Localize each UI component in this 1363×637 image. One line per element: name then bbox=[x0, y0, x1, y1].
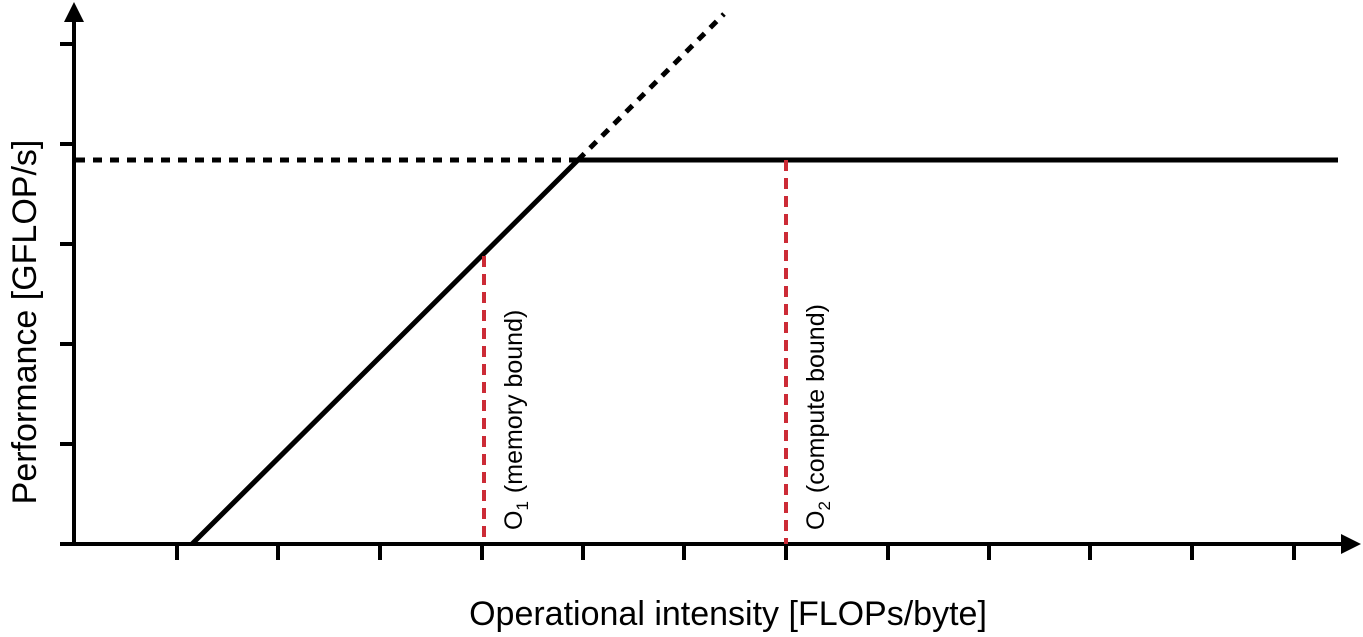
marker-letter: O bbox=[802, 511, 830, 530]
y-axis bbox=[60, 2, 84, 545]
x-axis-arrow-icon bbox=[1341, 534, 1361, 554]
marker-label-o2: O2 (compute bound) bbox=[802, 304, 834, 530]
x-axis bbox=[60, 534, 1361, 560]
marker-note: (compute bound) bbox=[802, 304, 830, 493]
marker-label-o1: O1 (memory bound) bbox=[500, 310, 532, 530]
x-axis-title: Operational intensity [FLOPs/byte] bbox=[469, 595, 987, 633]
roofline bbox=[190, 157, 1338, 546]
marker-letter: O bbox=[500, 511, 528, 530]
marker-subscript: 1 bbox=[513, 501, 532, 510]
bandwidth-extension bbox=[576, 12, 726, 162]
y-axis-title: Performance [GFLOP/s] bbox=[6, 140, 44, 505]
marker-subscript: 2 bbox=[815, 501, 834, 510]
y-axis-arrow-icon bbox=[64, 2, 84, 22]
marker-note: (memory bound) bbox=[500, 310, 528, 493]
